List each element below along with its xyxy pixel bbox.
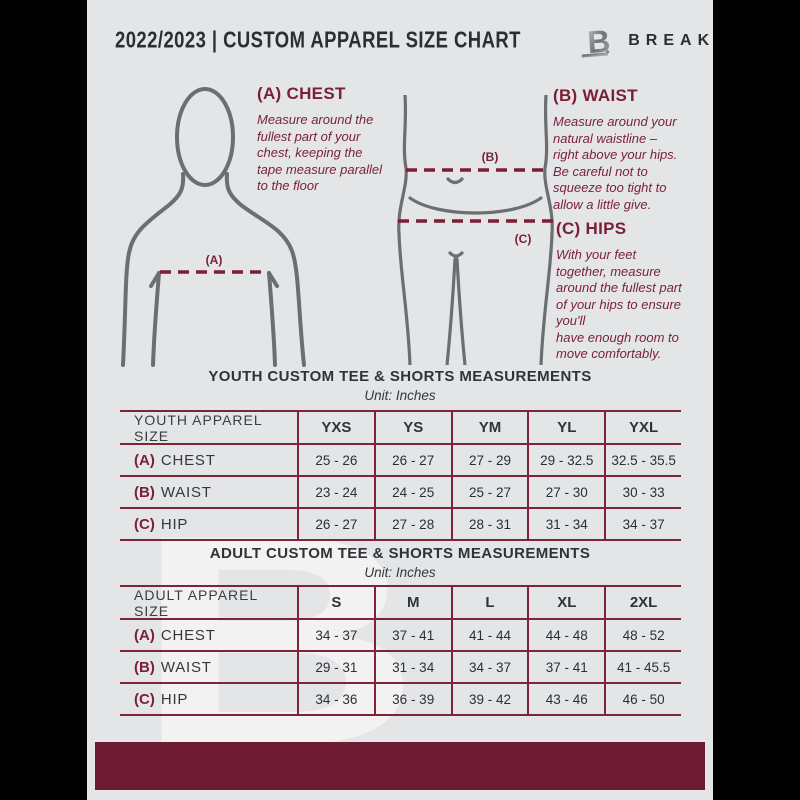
waist-heading: (B) WAIST (553, 86, 638, 105)
size-chart-document: B 2022/2023 | CUSTOM APPAREL SIZE CHART (87, 0, 713, 800)
torso-diagram: (A) (121, 87, 306, 367)
row-name: HIP (160, 515, 189, 533)
hips-heading: (C) HIPS (556, 219, 627, 238)
table-cell: 41 - 44 (450, 620, 528, 650)
youth-hip-row: (C) HIP 26 - 27 27 - 28 28 - 31 31 - 34 … (120, 509, 681, 541)
chest-heading: (A) CHEST (257, 84, 346, 103)
adult-hip-row: (C) HIP 34 - 36 36 - 39 39 - 42 43 - 46 … (120, 684, 681, 716)
column-header: YXS (297, 412, 374, 443)
column-header: YOUTH APPAREL SIZE (134, 412, 263, 443)
table-cell: 27 - 28 (373, 509, 451, 539)
waist-instruction: (B) WAIST Measure around your natural wa… (553, 86, 713, 213)
youth-header-row: YOUTH APPAREL SIZE YXS YS YM YL YXL (120, 412, 681, 445)
row-name: CHEST (160, 451, 216, 469)
brand-name: BREAKAWAY (628, 32, 713, 49)
youth-table-unit: Unit: Inches (364, 388, 436, 403)
row-label: (C) HIP (120, 684, 297, 714)
document-header: 2022/2023 | CUSTOM APPAREL SIZE CHART (115, 18, 713, 64)
waist-line-label: (B) (482, 150, 499, 164)
breakaway-b-logo-icon: B (581, 23, 612, 60)
waist-body-text: Measure around your natural waistline – … (553, 114, 678, 212)
youth-chest-row: (A) CHEST 25 - 26 26 - 27 27 - 29 29 - 3… (120, 445, 681, 477)
document-title: 2022/2023 | CUSTOM APPAREL SIZE CHART (115, 28, 521, 53)
table-cell: 28 - 31 (450, 509, 528, 539)
navel-mark (446, 177, 464, 185)
head-outline (175, 87, 235, 187)
column-header: YM (450, 412, 528, 443)
table-cell: 23 - 24 (297, 477, 374, 507)
column-header: YS (373, 412, 451, 443)
hips-line-label: (C) (515, 232, 532, 246)
table-cell: 36 - 39 (373, 684, 451, 714)
waist-hips-diagram: (B) (C) (397, 95, 554, 365)
hips-instruction: (C) HIPS With your feet together, measur… (556, 219, 713, 363)
hips-body-text: With your feet together, measure around … (556, 247, 682, 361)
table-cell: 31 - 34 (373, 652, 451, 682)
table-cell: 31 - 34 (527, 509, 604, 539)
column-header: M (373, 587, 451, 618)
row-name: WAIST (160, 483, 212, 501)
table-cell: 39 - 42 (450, 684, 528, 714)
row-label: (B) WAIST (120, 652, 297, 682)
table-cell: 34 - 37 (604, 509, 681, 539)
hip-curve (408, 196, 543, 215)
chest-line-label: (A) (206, 253, 223, 267)
table-cell: 41 - 45.5 (604, 652, 681, 682)
row-label: (C) HIP (120, 509, 297, 539)
row-name: HIP (160, 690, 189, 708)
adult-size-table: ADULT APPAREL SIZE S M L XL 2XL (A) CHES… (120, 585, 681, 716)
row-prefix: (C) (134, 515, 155, 533)
table-cell: 34 - 37 (450, 652, 528, 682)
table-cell: 27 - 29 (450, 445, 528, 475)
row-name: CHEST (160, 626, 216, 644)
table-cell: 46 - 50 (604, 684, 681, 714)
table-cell: 26 - 27 (297, 509, 374, 539)
column-header: L (450, 587, 528, 618)
table-cell: 43 - 46 (527, 684, 604, 714)
table-cell: 24 - 25 (373, 477, 451, 507)
table-cell: 25 - 27 (450, 477, 528, 507)
table-cell: 29 - 32.5 (527, 445, 604, 475)
table-cell: 25 - 26 (297, 445, 374, 475)
row-label: (A) CHEST (120, 620, 297, 650)
column-header: S (297, 587, 374, 618)
row-label: (B) WAIST (120, 477, 297, 507)
row-prefix: (B) (134, 658, 155, 676)
adult-header-row: ADULT APPAREL SIZE S M L XL 2XL (120, 587, 681, 620)
table-cell: 32.5 - 35.5 (604, 445, 681, 475)
adult-chest-row: (A) CHEST 34 - 37 37 - 41 41 - 44 44 - 4… (120, 620, 681, 652)
adult-table-title: ADULT CUSTOM TEE & SHORTS MEASUREMENTS (209, 545, 591, 562)
row-name: WAIST (160, 658, 212, 676)
brand-lockup: B BREAKAWAY (576, 20, 713, 62)
column-header: YXL (604, 412, 681, 443)
row-prefix: (A) (134, 451, 155, 469)
table-cell: 34 - 36 (297, 684, 374, 714)
row-label: (A) CHEST (120, 445, 297, 475)
youth-size-table: YOUTH APPAREL SIZE YXS YS YM YL YXL (A) … (120, 410, 681, 541)
row-prefix: (A) (134, 626, 155, 644)
table-cell: 27 - 30 (527, 477, 604, 507)
table-cell: 29 - 31 (297, 652, 374, 682)
table-cell: 34 - 37 (297, 620, 374, 650)
adult-table-unit: Unit: Inches (364, 565, 436, 580)
table-cell: 48 - 52 (604, 620, 681, 650)
table-cell: 26 - 27 (373, 445, 451, 475)
row-prefix: (B) (134, 483, 155, 501)
column-header: XL (527, 587, 604, 618)
chest-body-text: Measure around the fullest part of your … (257, 112, 383, 193)
column-header: 2XL (604, 587, 681, 618)
row-prefix: (C) (134, 690, 155, 708)
youth-table-title: YOUTH CUSTOM TEE & SHORTS MEASUREMENTS (208, 368, 592, 385)
youth-waist-row: (B) WAIST 23 - 24 24 - 25 25 - 27 27 - 3… (120, 477, 681, 509)
chest-instruction: (A) CHEST Measure around the fullest par… (257, 84, 442, 195)
table-cell: 30 - 33 (604, 477, 681, 507)
column-header: ADULT APPAREL SIZE (134, 587, 258, 618)
table-cell: 37 - 41 (527, 652, 604, 682)
table-cell: 44 - 48 (527, 620, 604, 650)
column-header: YL (527, 412, 604, 443)
table-cell: 37 - 41 (373, 620, 451, 650)
footer-accent-bar (95, 742, 705, 790)
adult-waist-row: (B) WAIST 29 - 31 31 - 34 34 - 37 37 - 4… (120, 652, 681, 684)
